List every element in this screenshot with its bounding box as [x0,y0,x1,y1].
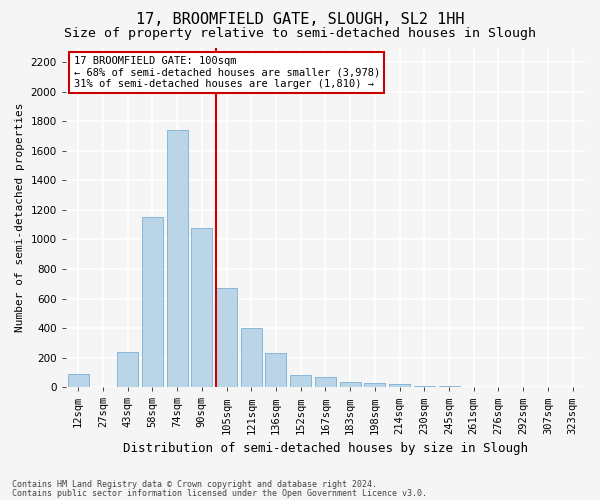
Bar [167,130,188,387]
Bar [191,228,212,387]
Bar [290,376,311,387]
Bar [315,377,336,387]
Text: Contains HM Land Registry data © Crown copyright and database right 2024.: Contains HM Land Registry data © Crown c… [12,480,377,489]
Bar [414,386,435,387]
Bar [216,288,237,387]
Bar [68,374,89,387]
Text: Size of property relative to semi-detached houses in Slough: Size of property relative to semi-detach… [64,28,536,40]
Bar [389,384,410,387]
Bar [117,352,138,387]
Bar [439,386,460,387]
Bar [340,382,361,387]
Text: Contains public sector information licensed under the Open Government Licence v3: Contains public sector information licen… [12,488,427,498]
Bar [142,218,163,387]
Text: 17, BROOMFIELD GATE, SLOUGH, SL2 1HH: 17, BROOMFIELD GATE, SLOUGH, SL2 1HH [136,12,464,28]
Bar [265,353,286,387]
Y-axis label: Number of semi-detached properties: Number of semi-detached properties [15,102,25,332]
Bar [364,382,385,387]
Bar [241,328,262,387]
X-axis label: Distribution of semi-detached houses by size in Slough: Distribution of semi-detached houses by … [123,442,528,455]
Text: 17 BROOMFIELD GATE: 100sqm
← 68% of semi-detached houses are smaller (3,978)
31%: 17 BROOMFIELD GATE: 100sqm ← 68% of semi… [74,56,380,89]
